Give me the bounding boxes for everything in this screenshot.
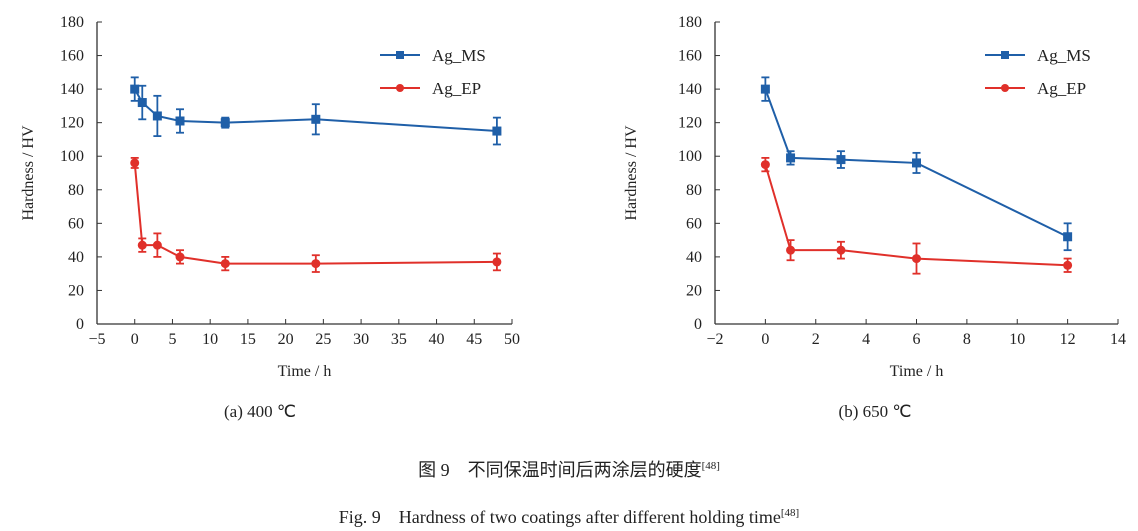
y-tick-label: 20 [686,282,702,299]
y-tick-label: 80 [686,182,702,199]
data-point [137,98,147,108]
data-point [130,158,140,168]
y-tick-label: 180 [60,14,84,31]
legend-label: Ag_EP [1037,79,1086,98]
y-tick-label: 160 [60,48,84,65]
data-point [152,111,162,121]
legend-label: Ag_MS [432,46,486,65]
y-tick-label: 140 [60,81,84,98]
caption-en: Fig. 9 Hardness of two coatings after di… [339,503,799,529]
data-point [152,240,162,250]
x-tick-label: 0 [761,331,769,348]
data-point [1063,260,1073,270]
x-axis-label: Time / h [890,363,944,380]
y-tick-label: 80 [68,182,84,199]
data-point [786,245,796,255]
y-axis-label: Hardness / HV [623,125,640,221]
data-point [912,158,921,168]
x-tick-label: 50 [504,331,520,348]
caption-en-ref: [48] [780,507,800,519]
x-tick-label: 0 [131,331,139,348]
y-tick-label: 60 [686,215,702,232]
x-tick-label: 15 [240,331,256,348]
data-point [130,84,140,94]
data-point [220,118,230,128]
legend-marker [1001,51,1009,59]
data-point [492,257,502,267]
caption-cn-text: 图 9 不同保温时间后两涂层的硬度 [418,460,702,480]
y-tick-label: 20 [68,282,84,299]
data-point [912,254,921,264]
x-axis-label: Time / h [278,363,332,380]
x-tick-label: 25 [315,331,331,348]
data-point [760,84,770,94]
caption-en-text: Fig. 9 Hardness of two coatings after di… [338,507,781,527]
y-tick-label: 40 [686,249,702,266]
y-tick-label: 60 [68,215,84,232]
y-tick-label: 0 [76,316,84,333]
x-tick-label: 4 [862,331,870,348]
data-point [175,116,185,126]
y-tick-label: 120 [60,115,84,132]
x-tick-label: 30 [353,331,369,348]
data-point [836,155,846,165]
x-tick-label: 20 [278,331,294,348]
legend-marker [1001,84,1009,92]
data-point [137,240,147,250]
data-point [1063,232,1073,242]
series-line-Ag_EP [133,162,497,265]
x-tick-label: −2 [706,331,723,348]
x-tick-label: 8 [963,331,971,348]
caption-cn: 图 9 不同保温时间后两涂层的硬度[48] [418,456,720,482]
y-tick-label: 120 [678,115,702,132]
x-tick-label: 35 [391,331,407,348]
y-tick-label: 140 [678,81,702,98]
data-point [836,245,846,255]
data-point [786,153,796,163]
x-tick-label: −5 [88,331,105,348]
x-tick-label: 6 [913,331,921,348]
subtitle-b: (b) 650 ℃ [838,402,912,421]
x-tick-label: 10 [1009,331,1025,348]
data-point [220,259,230,269]
y-axis-label: Hardness / HV [20,125,37,221]
data-point [311,114,321,124]
caption-cn-ref: [48] [701,460,720,472]
x-tick-label: 5 [168,331,176,348]
y-tick-label: 0 [694,316,702,333]
y-tick-label: 100 [60,148,84,165]
y-tick-label: 180 [678,14,702,31]
y-tick-label: 160 [678,48,702,65]
x-tick-label: 40 [429,331,445,348]
legend-marker [396,84,404,92]
x-tick-label: 14 [1110,331,1126,348]
legend-label: Ag_EP [432,79,481,98]
legend-label: Ag_MS [1037,46,1091,65]
data-point [175,252,185,262]
x-tick-label: 2 [812,331,820,348]
legend-marker [396,51,404,59]
data-point [492,126,502,136]
subtitle-a: (a) 400 ℃ [224,402,296,421]
y-tick-label: 40 [68,249,84,266]
x-tick-label: 45 [466,331,482,348]
data-point [311,259,321,269]
data-point [760,160,770,170]
y-tick-label: 100 [678,148,702,165]
x-tick-label: 12 [1060,331,1076,348]
x-tick-label: 10 [202,331,218,348]
